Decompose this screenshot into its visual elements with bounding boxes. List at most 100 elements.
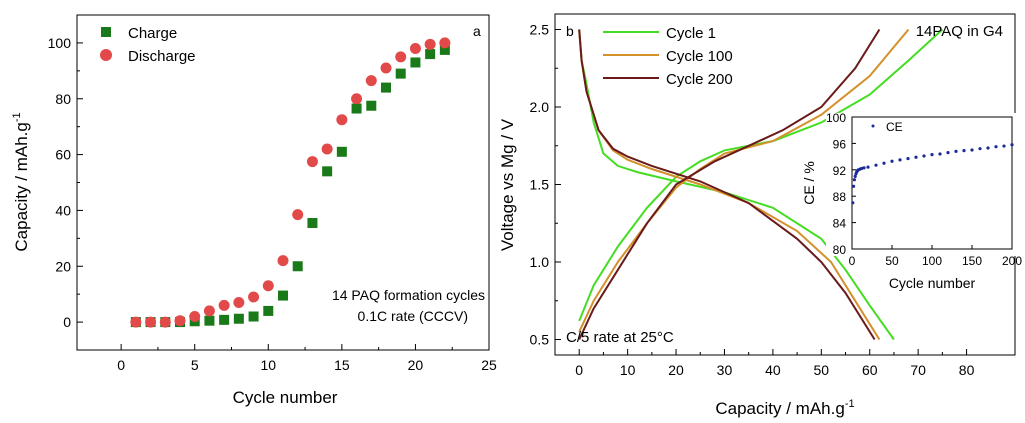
inset-point-ce (866, 165, 870, 169)
legend-label-cycle-100: Cycle 100 (666, 48, 733, 65)
y-tick-label: 40 (55, 202, 71, 218)
y-tick-label: 1.0 (530, 254, 550, 270)
inset-point-ce (978, 147, 982, 151)
point-discharge (409, 43, 421, 54)
inset-point-ce (860, 166, 864, 171)
x-tick-label: 60 (862, 362, 878, 378)
inset-y-axis-title: CE / % (801, 161, 817, 205)
y-tick-label: 100 (48, 35, 72, 51)
panel-b-title: 14PAQ in G4 (916, 23, 1003, 40)
point-discharge (218, 299, 230, 311)
inset-point-ce (874, 163, 878, 167)
point-discharge (174, 315, 186, 327)
point-charge (425, 49, 436, 60)
point-discharge (395, 51, 407, 63)
y-tick-label: 2.5 (530, 22, 550, 38)
point-discharge (248, 291, 260, 303)
y-tick-label: 0 (63, 314, 71, 330)
x-tick-label: 5 (191, 357, 199, 373)
y-tick-label: 0.5 (530, 332, 550, 348)
inset-point-ce (922, 154, 926, 158)
x-tick-label: 150 (962, 254, 982, 268)
inset-point-ce (986, 146, 990, 150)
panel-a-annotation-line1: 14 PAQ formation cycles (332, 287, 485, 303)
y-tick-label: 80 (55, 91, 71, 107)
panel-b-x-axis-title: Capacity / mAh.g-1 (715, 398, 854, 418)
inset-legend-marker (871, 124, 875, 128)
panel-b-ticks: 0 10 20 30 40 50 60 70 80 0.5 1.0 1.5 2.0 2.5 (530, 22, 975, 379)
y-tick-label: 92 (833, 164, 847, 178)
panel-b: 0 10 20 30 40 50 60 70 80 0.5 1.0 1.5 2.0 2.5 b 14PAQ… (498, 13, 1022, 418)
point-charge (292, 261, 303, 272)
inset-point-ce (882, 161, 886, 165)
point-discharge (262, 280, 274, 292)
point-charge (204, 315, 215, 326)
y-tick-label: 88 (833, 190, 847, 204)
point-discharge (189, 311, 201, 322)
y-tick-label: 84 (833, 217, 847, 231)
point-charge (439, 44, 450, 55)
y-tick-label: 1.5 (530, 177, 550, 193)
panel-b-y-axis-title: Voltage vs Mg / V (498, 118, 517, 251)
legend-label-charge: Charge (128, 25, 177, 42)
x-tick-label: 200 (1002, 254, 1022, 268)
inset-point-ce (852, 178, 857, 182)
inset-ticks: 0 50 100 150 200 80 84 88 92 96 100 (826, 111, 1022, 268)
x-tick-label: 20 (668, 362, 684, 378)
inset-ce-chart: 0 50 100 150 200 80 84 88 92 96 100 CE Cycle numbe… (801, 111, 1022, 291)
panel-a-label: a (473, 23, 481, 39)
point-discharge (233, 297, 245, 309)
y-tick-label: 60 (55, 147, 71, 163)
panel-a: 0 5 10 15 20 25 0 20 40 60 80 100 a Charge Discharg… (11, 14, 497, 407)
point-discharge (145, 316, 157, 328)
point-charge (219, 314, 230, 325)
panel-b-label: b (566, 23, 574, 39)
panel-b-lines (578, 28, 944, 341)
point-discharge (321, 143, 333, 155)
inset-point-ce (898, 158, 902, 162)
point-charge (278, 290, 288, 301)
point-charge (248, 311, 259, 322)
legend-marker-charge (101, 27, 111, 37)
line-cycle-1-discharge (578, 29, 895, 341)
x-tick-label: 80 (959, 362, 975, 378)
x-tick-label: 15 (334, 357, 350, 373)
inset-point-ce (851, 201, 855, 205)
panel-b-annotation: C/5 rate at 25°C (566, 329, 674, 346)
panel-a-ticks: 0 5 10 15 20 25 0 20 40 60 80 100 (48, 35, 497, 373)
inset-point-ce (914, 155, 918, 159)
x-tick-label: 50 (814, 362, 830, 378)
legend-marker-discharge (100, 49, 112, 61)
x-tick-label: 20 (408, 357, 424, 373)
inset-point-ce (938, 152, 942, 156)
line-cycle-1-charge (578, 28, 944, 322)
inset-x-axis-title: Cycle number (889, 275, 976, 291)
point-charge (381, 82, 391, 93)
point-charge (395, 68, 406, 79)
x-tick-label: 40 (765, 362, 781, 378)
inset-legend-label: CE (886, 120, 903, 134)
x-tick-label: 70 (910, 362, 926, 378)
x-tick-label: 30 (717, 362, 733, 378)
point-discharge (439, 37, 451, 49)
y-tick-label: 100 (826, 111, 846, 125)
panel-b-legend: Cycle 1 Cycle 100 Cycle 200 (603, 25, 733, 88)
point-discharge (159, 316, 171, 328)
panel-a-x-axis-title: Cycle number (233, 388, 338, 407)
inset-point-ce (853, 174, 857, 178)
inset-point-ce (1002, 144, 1006, 148)
point-charge (351, 103, 362, 114)
inset-point-ce (906, 156, 910, 161)
point-discharge (380, 62, 392, 74)
point-discharge (351, 93, 363, 105)
point-charge (233, 313, 244, 324)
inset-point-ce (1010, 143, 1014, 147)
x-tick-label: 0 (849, 254, 856, 268)
x-tick-label: 10 (620, 362, 636, 378)
inset-point-ce (852, 184, 856, 188)
inset-background (826, 113, 1020, 256)
y-tick-label: 96 (833, 137, 847, 151)
y-tick-label: 2.0 (530, 99, 550, 115)
line-cycle-200-charge (578, 28, 881, 340)
